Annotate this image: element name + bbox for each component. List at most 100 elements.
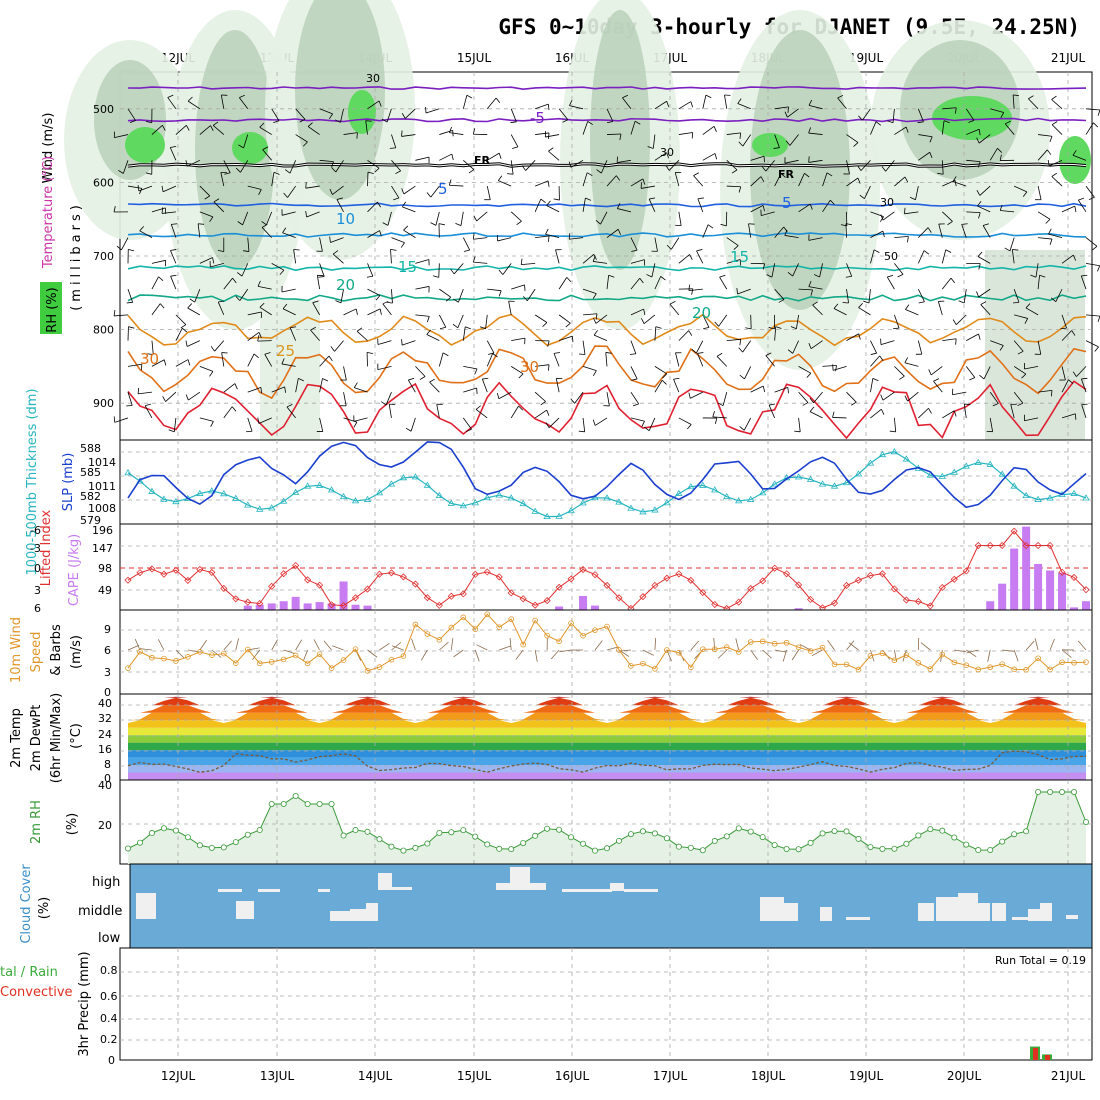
temp-band [128, 757, 1086, 765]
thickness-marker [363, 495, 372, 502]
wind-barb [750, 176, 762, 187]
wind-barb [904, 211, 919, 215]
rh-marker [196, 842, 203, 849]
wind-barb [882, 211, 895, 221]
li-marker [423, 594, 431, 602]
wind-barb-flag [578, 430, 585, 433]
wind-barb [306, 211, 320, 218]
wind-barb [535, 103, 549, 110]
10m-barb [559, 649, 572, 653]
10m-barb [252, 649, 261, 660]
rh-marker [675, 843, 682, 850]
rh-marker [1083, 819, 1090, 826]
p3-ylabel-li: Lifted Index [39, 509, 54, 586]
wind-barb [787, 108, 799, 118]
top-date-15JUL: 15JUL [457, 51, 492, 65]
wind-speed-line [127, 613, 1087, 672]
wind-barb-flag [1024, 318, 1029, 324]
wind-barb [438, 352, 444, 367]
wind-barb [188, 391, 201, 401]
wind-barb [439, 288, 452, 298]
p4-ylabel-3: & Barbs [49, 624, 64, 676]
wind-barb-flag [257, 335, 260, 342]
wind-marker [280, 656, 287, 663]
li-marker [399, 573, 407, 581]
wind-barb [1038, 237, 1053, 240]
p8-tick-2: 0.4 [100, 1012, 118, 1025]
wind-barb [449, 132, 464, 135]
wind-barb [846, 160, 850, 175]
wind-marker [652, 665, 658, 672]
wind-barb-flag [632, 403, 639, 407]
wind-barb [436, 404, 440, 418]
wind-barb [1080, 378, 1087, 393]
bottom-date-13JUL: 13JUL [260, 1069, 295, 1083]
wind-barb [938, 223, 943, 238]
wind-barb-flag [977, 201, 982, 207]
wind-barb-flag [1074, 206, 1077, 213]
wind-barb [742, 340, 752, 353]
isotherm [127, 264, 1087, 272]
bottom-date-14JUL: 14JUL [358, 1069, 393, 1083]
rh-marker [867, 844, 874, 851]
thickness-marker [124, 469, 132, 476]
wind-barb [941, 120, 945, 135]
wind-barb [846, 289, 849, 304]
wind-barb [1080, 275, 1087, 290]
temp-band [128, 697, 1086, 706]
bottom-date-20JUL: 20JUL [947, 1069, 982, 1083]
wind-barb-flag [1060, 327, 1067, 330]
wind-barb-flag [809, 203, 813, 210]
wind-barb [808, 159, 823, 163]
wind-barb-flag [198, 223, 205, 225]
wind-barb [675, 352, 680, 367]
panel-10m-wind: 9 6 3 0 10m Wind Speed & Barbs (m/s) [9, 609, 1093, 699]
wind-marker [568, 620, 574, 626]
li-marker [244, 598, 252, 606]
wind-barb-flag [976, 291, 980, 298]
thickness-marker [1022, 491, 1030, 499]
wind-barb-flag [999, 204, 1003, 211]
wind-barb [1076, 366, 1087, 377]
wind-barb-flag [512, 146, 519, 149]
wind-marker [460, 614, 467, 621]
slp-line [127, 441, 1087, 509]
li-marker [543, 597, 551, 605]
wind-barb-flag [739, 339, 742, 346]
wind-barb [1010, 404, 1015, 419]
wind-barb [846, 263, 853, 277]
10m-barb [827, 639, 835, 651]
wind-barb [858, 307, 871, 316]
wind-barb [382, 303, 392, 316]
wind-barb [917, 250, 925, 264]
p2-left-tick-1: 585 [80, 466, 101, 479]
wind-barb [716, 356, 728, 367]
wind-barb-flag [596, 169, 602, 174]
bottom-date-16JUL: 16JUL [555, 1069, 590, 1083]
wind-marker [759, 638, 766, 645]
wind-barb [387, 211, 392, 226]
wind-barb-flag [955, 338, 957, 345]
wind-barb-flag [739, 132, 742, 139]
10m-barb [534, 649, 538, 662]
thickness-marker [220, 490, 228, 497]
wind-barb-flag [689, 254, 693, 260]
wind-barb-flag [1093, 122, 1098, 128]
p8-legend-total: tal / Rain [0, 965, 58, 980]
rh-marker [735, 825, 742, 832]
wind-barb [558, 277, 568, 290]
wind-barb [833, 308, 847, 316]
wind-barb [175, 328, 183, 341]
rh-marker [1035, 789, 1042, 796]
wind-barb-flag [356, 132, 358, 139]
wind-barb [894, 263, 904, 275]
wind-barb-flag [273, 120, 280, 124]
wind-barb-flag [661, 379, 667, 385]
wind-barb [391, 134, 397, 148]
rh-marker [208, 844, 215, 851]
rh-marker [1071, 789, 1078, 796]
p3-left-tick-0: -6 [30, 524, 41, 537]
wind-barb [955, 314, 967, 325]
10m-barb [313, 639, 320, 651]
thickness-marker [938, 472, 947, 479]
